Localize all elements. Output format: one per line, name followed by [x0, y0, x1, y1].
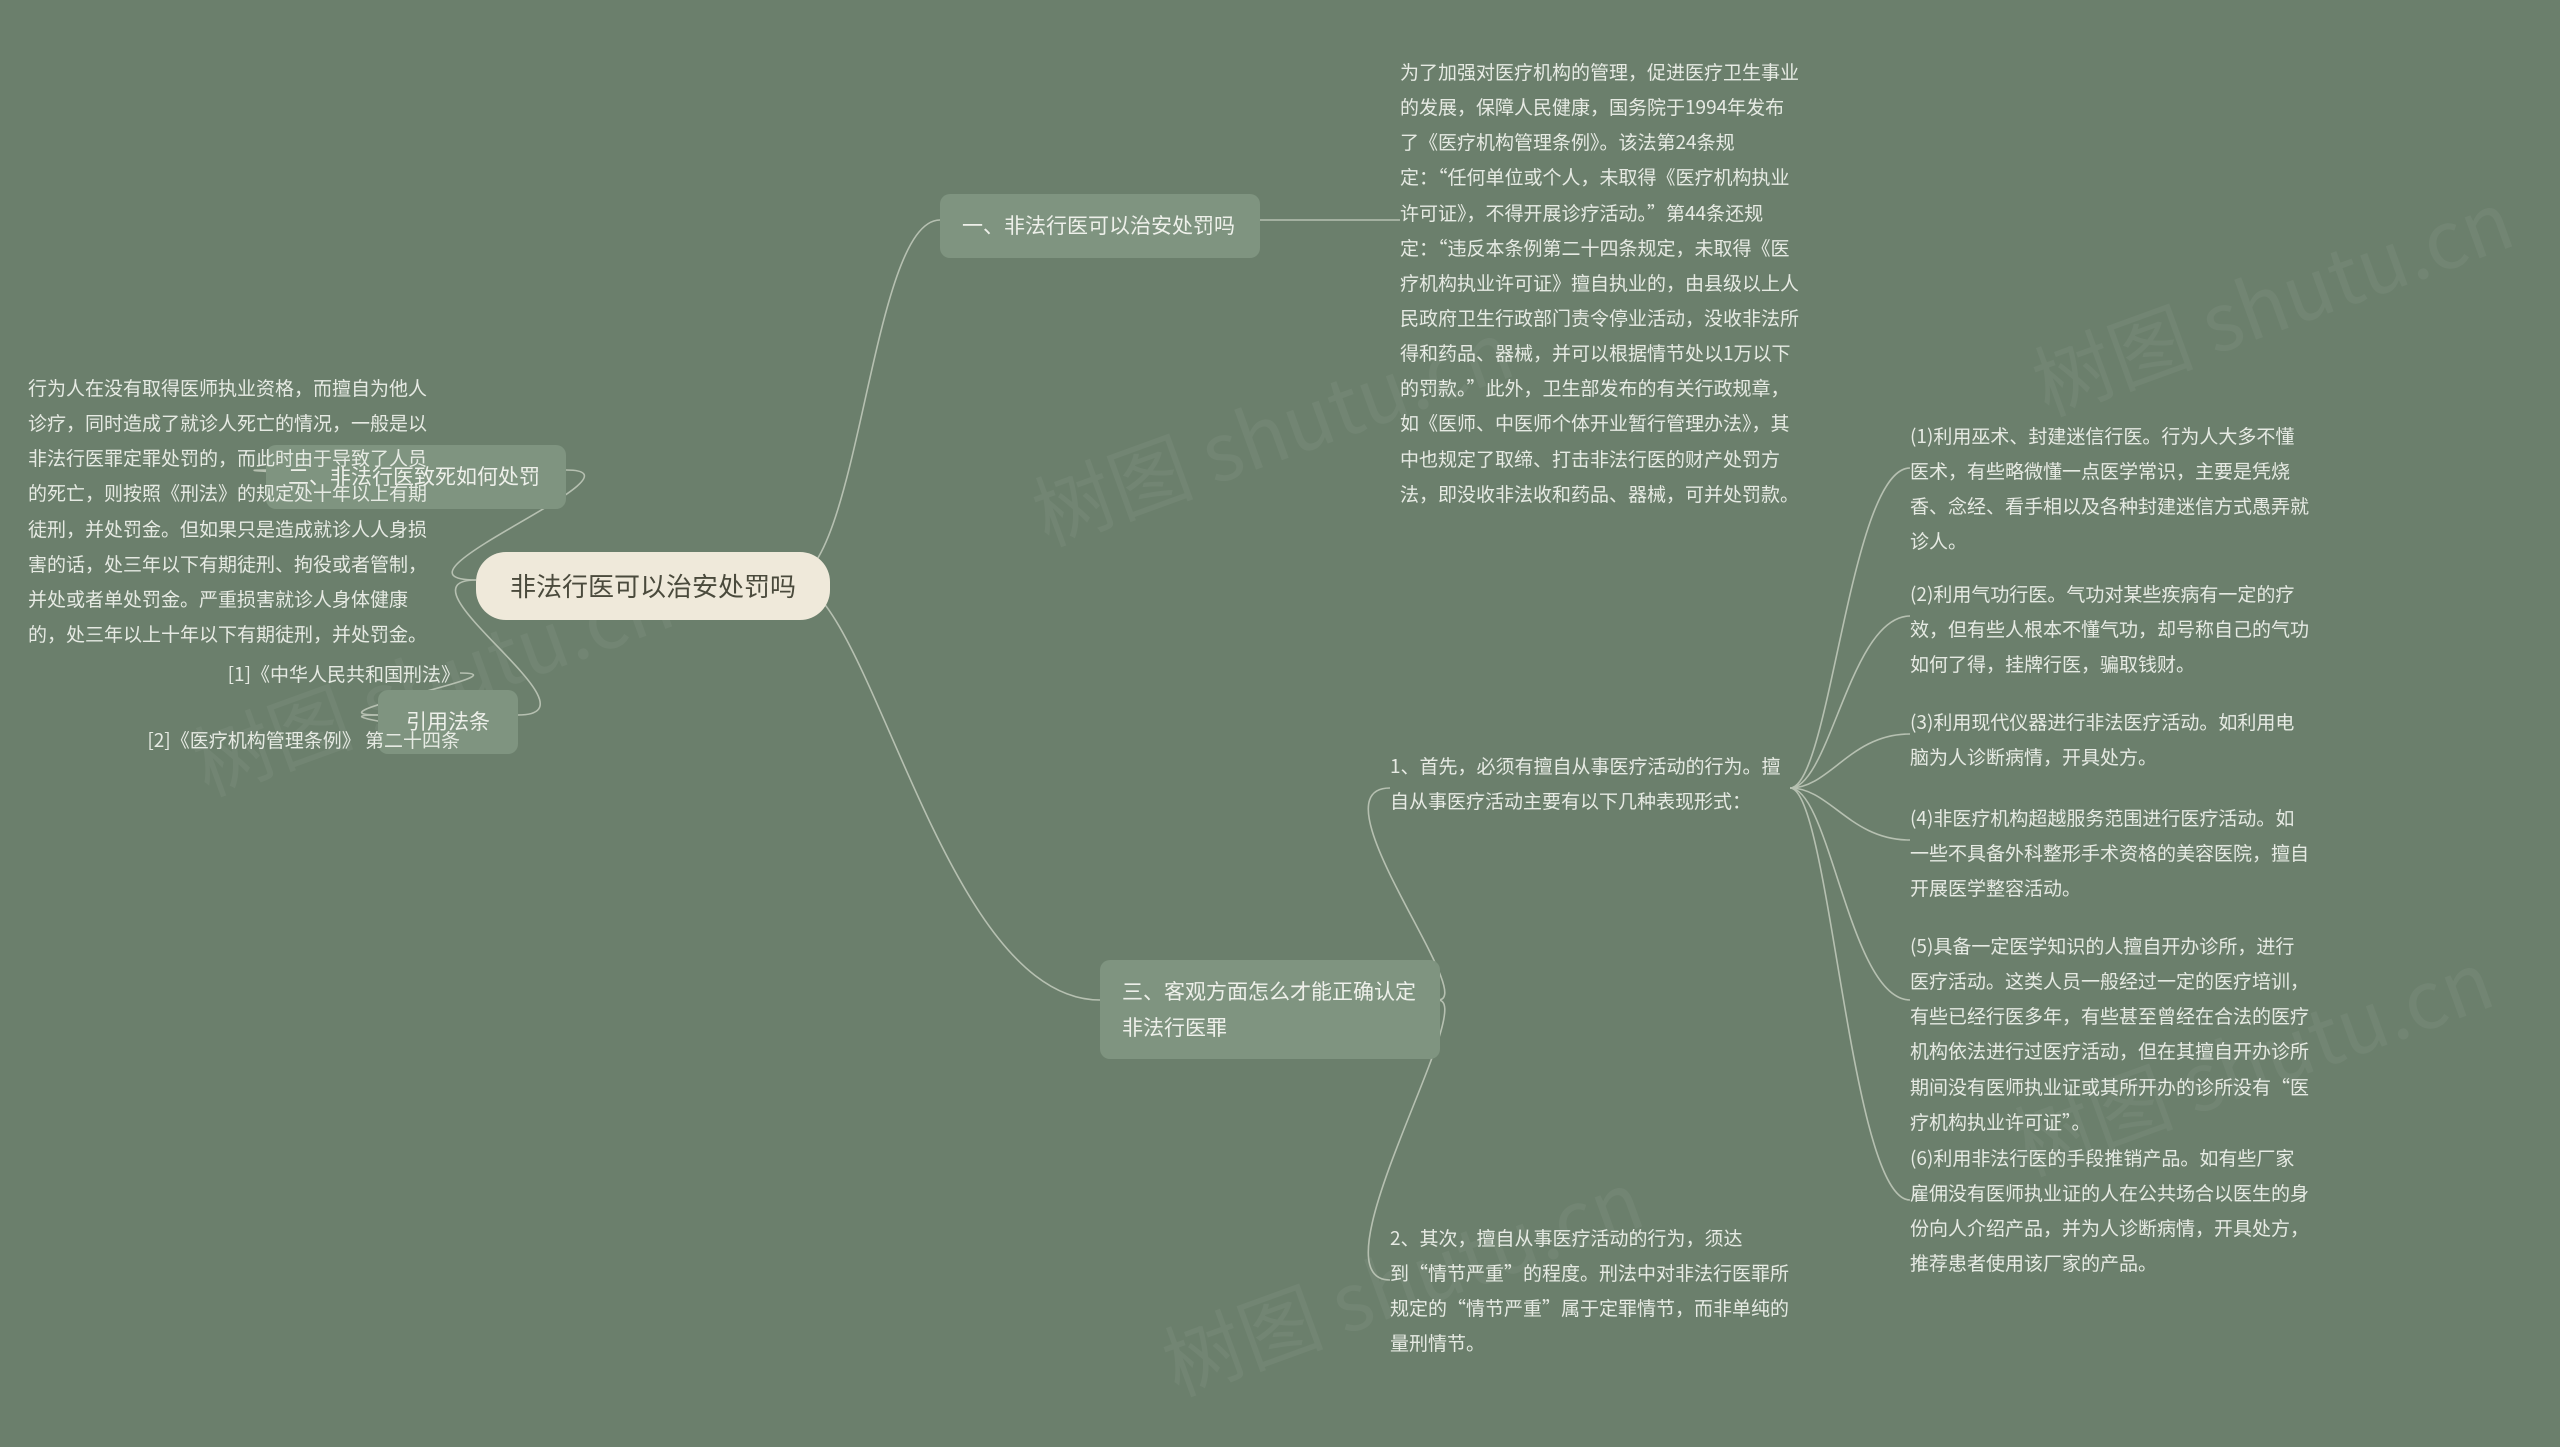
leaf-4a-5: (5)具备一定医学知识的人擅自开办诊所，进行医疗活动。这类人员一般经过一定的医疗…: [1910, 928, 2310, 1139]
leaf-4a-6: (6)利用非法行医的手段推销产品。如有些厂家雇佣没有医师执业证的人在公共场合以医…: [1910, 1140, 2310, 1281]
sub-4b[interactable]: 2、其次，擅自从事医疗活动的行为，须达到“情节严重”的程度。刑法中对非法行医罪所…: [1390, 1220, 1790, 1361]
branch-1[interactable]: 一、非法行医可以治安处罚吗: [940, 194, 1260, 258]
sub-4a[interactable]: 1、首先，必须有擅自从事医疗活动的行为。擅自从事医疗活动主要有以下几种表现形式：: [1390, 748, 1790, 818]
leaf-4a-3: (3)利用现代仪器进行非法医疗活动。如利用电脑为人诊断病情，开具处方。: [1910, 704, 2310, 774]
root-node[interactable]: 非法行医可以治安处罚吗: [476, 552, 830, 620]
leaf-4a-2: (2)利用气功行医。气功对某些疾病有一定的疗效，但有些人根本不懂气功，却号称自己…: [1910, 576, 2310, 681]
leaf-b3-item-2: [2]《医疗机构管理条例》 第二十四条: [108, 722, 460, 757]
leaf-b3-item-1: [1]《中华人民共和国刑法》: [200, 656, 460, 691]
branch-4[interactable]: 三、客观方面怎么才能正确认定非法行医罪: [1100, 960, 1440, 1059]
leaf-b2-content: 行为人在没有取得医师执业资格，而擅自为他人诊疗，同时造成了就诊人死亡的情况，一般…: [28, 370, 438, 651]
leaf-b1-content: 为了加强对医疗机构的管理，促进医疗卫生事业的发展，保障人民健康，国务院于1994…: [1400, 54, 1800, 511]
leaf-4a-4: (4)非医疗机构超越服务范围进行医疗活动。如一些不具备外科整形手术资格的美容医院…: [1910, 800, 2310, 905]
leaf-4a-1: (1)利用巫术、封建迷信行医。行为人大多不懂医术，有些略微懂一点医学常识，主要是…: [1910, 418, 2310, 559]
